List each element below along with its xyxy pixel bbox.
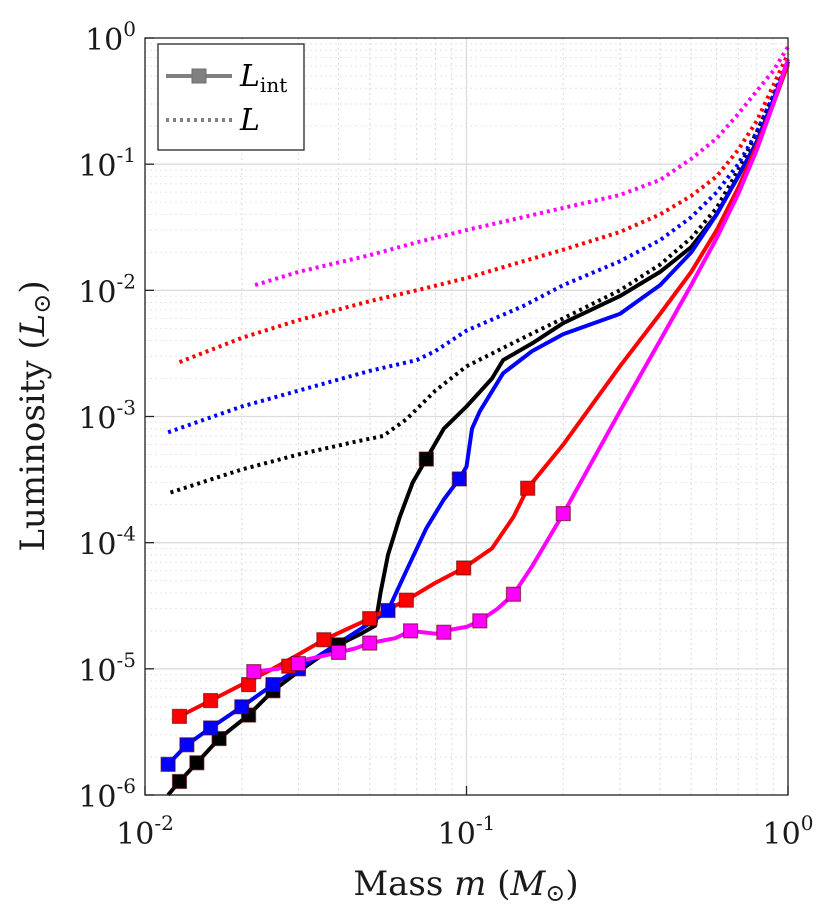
y-tick-label: 100	[85, 17, 136, 58]
x-tick-label: 100	[763, 811, 814, 852]
y-tick-label: 10-3	[78, 396, 136, 437]
y-axis-label: Luminosity (L⊙)	[13, 280, 56, 551]
series-magenta-marker	[505, 586, 522, 602]
series-red-marker	[171, 708, 188, 724]
series-magenta-marker	[555, 505, 571, 522]
y-tick-label: 10-1	[78, 143, 136, 184]
legend: Lint L	[157, 43, 305, 151]
series-magenta-marker	[290, 656, 306, 672]
series-red-marker	[456, 560, 472, 576]
series-blue-marker	[160, 756, 176, 772]
series-red-marker	[240, 676, 257, 693]
series-blue-marker	[451, 471, 467, 487]
series-magenta-marker	[472, 613, 488, 629]
series-magenta-L-dotted	[254, 45, 790, 288]
series-blue-L-dotted	[167, 60, 790, 435]
x-tick-label: 10-2	[116, 811, 174, 852]
axis-ticks: 10-2 10-1 100 10-6 10-5 10-4 10-3 10-2 10-1 100	[78, 17, 813, 852]
series-blue-marker	[234, 699, 250, 715]
series-black-marker	[418, 451, 434, 467]
y-tick-label: 10-5	[78, 648, 136, 689]
series-magenta-marker	[246, 664, 262, 680]
series-black-marker	[189, 755, 205, 771]
y-tick-label: 10-2	[78, 269, 136, 310]
series-black-L-dotted	[169, 60, 790, 495]
legend-square-marker	[191, 68, 207, 84]
series-magenta-marker	[362, 635, 378, 651]
series-red-marker	[362, 611, 378, 627]
y-tick-label: 10-4	[78, 522, 136, 563]
series-black-marker	[171, 773, 188, 790]
series-magenta-marker	[402, 623, 419, 639]
series-magenta-marker	[436, 624, 452, 640]
x-axis-label: Mass m (M⊙)	[353, 864, 578, 907]
legend-entry-l: L	[239, 103, 260, 138]
legend-box	[157, 43, 305, 151]
series-blue-marker	[380, 602, 396, 619]
y-tick-label: 10-6	[78, 774, 136, 815]
series-red-marker	[316, 632, 332, 648]
series-red-L-dotted	[178, 52, 790, 364]
series-red-marker	[203, 693, 219, 709]
series-blue-marker	[203, 720, 219, 736]
series-magenta-marker	[330, 644, 347, 660]
x-tick-label: 10-1	[438, 811, 496, 852]
series-blue-marker	[179, 737, 195, 753]
series-red-marker	[520, 480, 536, 496]
legend-entry-lint: Lint	[239, 59, 287, 97]
series-layer	[160, 45, 790, 797]
series-blue-Lint-line	[166, 60, 790, 766]
series-blue-marker	[265, 676, 281, 693]
series-red-marker	[398, 592, 414, 608]
